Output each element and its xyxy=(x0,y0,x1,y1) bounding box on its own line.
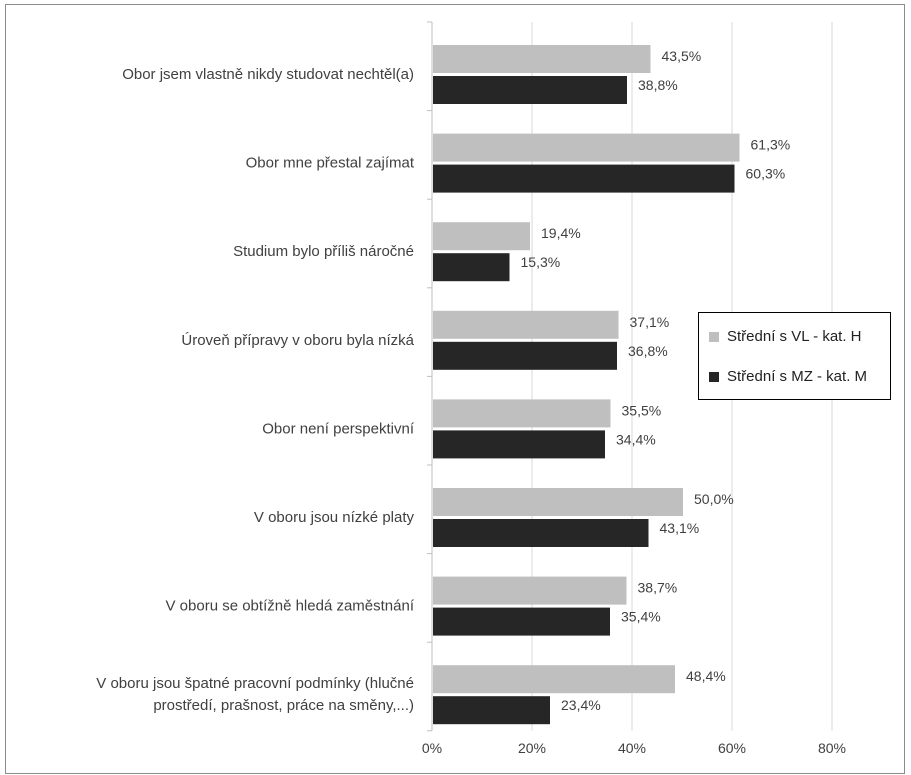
chart-frame xyxy=(5,4,905,774)
data-label: 37,1% xyxy=(630,314,670,330)
x-tick-label: 20% xyxy=(518,740,546,756)
x-tick-label: 60% xyxy=(718,740,746,756)
data-label: 61,3% xyxy=(751,137,791,153)
data-label: 50,0% xyxy=(694,491,734,507)
category-label: V oboru jsou nízké platy xyxy=(254,509,415,526)
category-label: V oboru jsou špatné pracovní podmínky (h… xyxy=(96,675,414,692)
bar xyxy=(433,341,617,370)
legend-item-h: Střední s VL - kat. H xyxy=(709,328,862,345)
data-label: 43,5% xyxy=(662,48,702,64)
legend-item-m: Střední s MZ - kat. M xyxy=(709,368,867,385)
data-label: 60,3% xyxy=(746,166,786,182)
bar xyxy=(433,519,649,547)
category-label: Obor jsem vlastně nikdy studovat nechtěl… xyxy=(122,66,414,83)
x-tick-label: 80% xyxy=(818,740,846,756)
x-tick-label: 40% xyxy=(618,740,646,756)
bar xyxy=(433,133,740,162)
category-label: Obor mne přestal zajímat xyxy=(246,155,415,172)
legend: Střední s VL - kat. H Střední s MZ - kat… xyxy=(698,312,891,400)
x-tick-label: 0% xyxy=(422,740,442,756)
bar xyxy=(433,310,619,339)
bar xyxy=(433,607,610,636)
data-label: 35,5% xyxy=(622,402,662,418)
legend-label-m: Střední s MZ - kat. M xyxy=(727,368,868,385)
data-label: 19,4% xyxy=(541,225,581,241)
category-label: prostředí, prašnost, práce na směny,...) xyxy=(153,697,414,714)
bar xyxy=(433,222,530,251)
legend-label-h: Střední s VL - kat. H xyxy=(727,328,862,345)
data-label: 15,3% xyxy=(521,254,561,270)
bar xyxy=(433,665,675,694)
data-label: 36,8% xyxy=(628,343,668,359)
data-label: 34,4% xyxy=(616,431,656,447)
data-label: 38,8% xyxy=(638,77,678,93)
category-label: Studium bylo příliš náročné xyxy=(233,243,414,260)
category-label: Obor není perspektivní xyxy=(262,420,415,437)
bar xyxy=(433,576,627,605)
bar xyxy=(433,253,510,282)
bar xyxy=(433,399,611,428)
data-label: 48,4% xyxy=(686,668,726,684)
bar xyxy=(433,164,735,193)
legend-swatch-m xyxy=(709,371,719,382)
category-label: Úroveň přípravy v oboru byla nízká xyxy=(181,332,414,349)
data-label: 23,4% xyxy=(561,697,601,713)
data-label: 35,4% xyxy=(621,609,661,625)
bar xyxy=(433,696,550,725)
legend-swatch-h xyxy=(709,331,719,342)
bar xyxy=(433,76,627,104)
data-label: 43,1% xyxy=(660,520,700,536)
data-label: 38,7% xyxy=(638,580,678,596)
category-label: V oboru se obtížně hledá zaměstnání xyxy=(166,598,415,615)
bar xyxy=(433,488,683,516)
bar xyxy=(433,430,605,459)
bar xyxy=(433,45,651,73)
